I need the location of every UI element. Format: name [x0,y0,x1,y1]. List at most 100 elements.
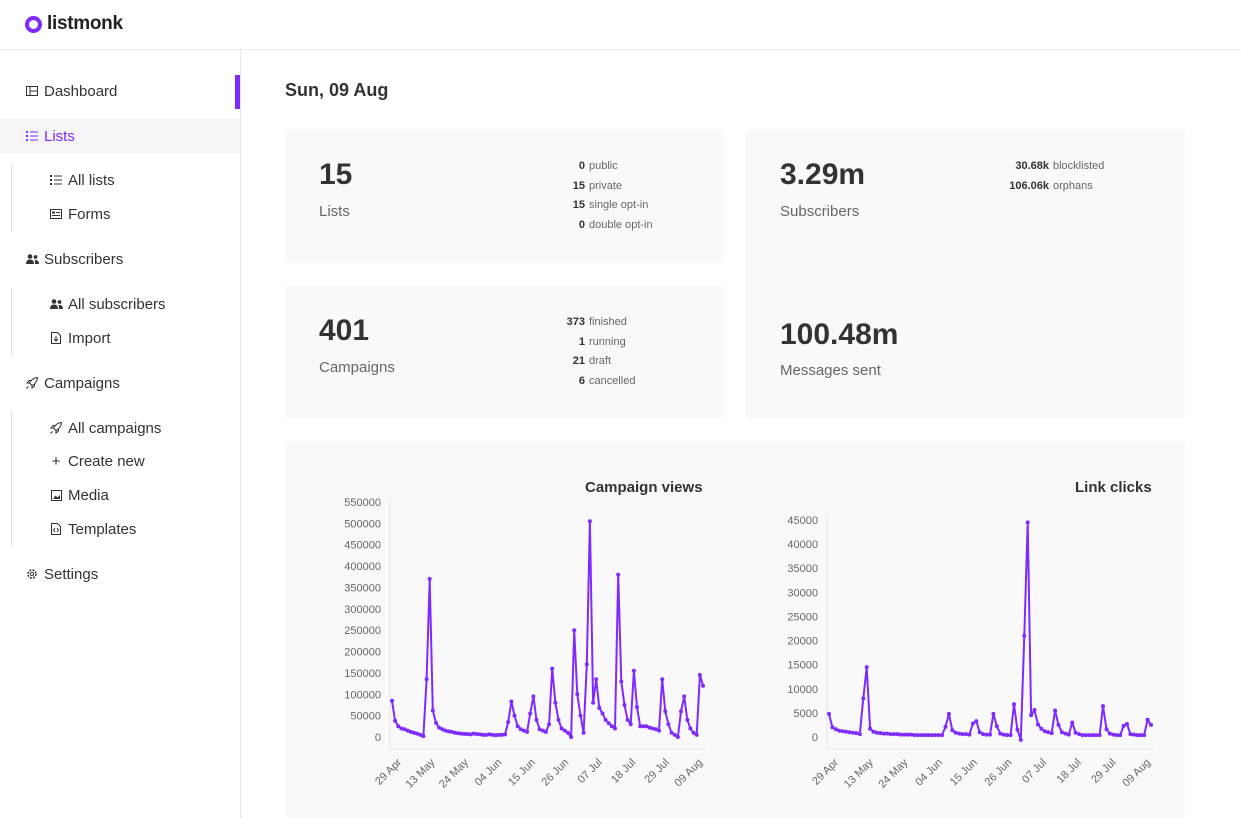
clicks-data-point[interactable] [967,732,972,737]
views-data-point[interactable] [390,698,394,703]
clicks-data-point[interactable] [1032,708,1037,712]
clicks-data-point[interactable] [909,732,914,737]
views-data-point[interactable] [415,731,420,736]
views-data-point[interactable] [591,700,596,705]
clicks-data-point[interactable] [1070,720,1075,725]
views-data-point[interactable] [443,728,448,733]
views-data-point[interactable] [421,734,426,739]
clicks-data-point[interactable] [1114,733,1119,738]
clicks-data-point[interactable] [881,731,886,736]
clicks-data-point[interactable] [1059,730,1064,735]
clicks-data-point[interactable] [964,732,968,737]
views-data-point[interactable] [459,731,464,736]
clicks-data-point[interactable] [922,733,927,738]
clicks-data-point[interactable] [981,732,986,737]
clicks-data-point[interactable] [974,719,979,724]
views-data-point[interactable] [666,722,671,727]
clicks-data-point[interactable] [1025,520,1030,525]
views-data-point[interactable] [496,732,501,737]
views-data-point[interactable] [396,724,401,729]
views-data-point[interactable] [581,730,586,735]
views-data-point[interactable] [619,679,624,684]
clicks-data-point[interactable] [1005,733,1010,738]
clicks-data-point[interactable] [1094,733,1099,738]
clicks-data-point[interactable] [1073,730,1078,735]
clicks-data-point[interactable] [1104,727,1109,732]
views-data-point[interactable] [572,628,577,633]
views-data-point[interactable] [503,732,508,737]
sidebar-item-all-subscribers[interactable]: All subscribers [0,287,240,321]
clicks-data-point[interactable] [1121,723,1126,728]
views-data-point[interactable] [569,735,574,739]
clicks-data-point[interactable] [919,733,924,738]
views-data-point[interactable] [594,677,599,682]
views-data-point[interactable] [625,717,630,722]
clicks-data-point[interactable] [1128,732,1133,737]
views-data-point[interactable] [434,720,438,725]
views-data-point[interactable] [531,694,536,699]
views-data-point[interactable] [628,722,633,727]
views-data-point[interactable] [578,713,583,718]
views-data-point[interactable] [603,717,608,722]
views-data-point[interactable] [408,729,413,734]
clicks-data-point[interactable] [1083,733,1088,738]
sidebar-item-import[interactable]: Import [0,321,240,355]
clicks-data-point[interactable] [1142,733,1147,738]
subscribers-card[interactable]: 3.29m Subscribers 30.68k blocklisted 106.… [746,130,1185,418]
views-data-point[interactable] [609,724,614,729]
clicks-data-point[interactable] [895,732,900,737]
clicks-data-point[interactable] [988,732,992,737]
clicks-data-point[interactable] [840,729,845,734]
views-data-point[interactable] [650,726,655,731]
views-data-point[interactable] [437,725,442,730]
views-data-point[interactable] [691,730,696,735]
views-data-point[interactable] [694,732,699,737]
views-data-point[interactable] [556,717,561,722]
views-data-point[interactable] [509,699,514,704]
clicks-data-point[interactable] [1118,733,1123,738]
clicks-data-point[interactable] [1029,713,1034,718]
views-data-point[interactable] [600,711,605,716]
campaigns-card[interactable]: 401 Campaigns 373 finished 1 running 21 dra… [285,286,724,418]
clicks-data-point[interactable] [1066,732,1071,737]
clicks-data-point[interactable] [991,711,996,716]
views-data-point[interactable] [518,727,523,732]
sidebar-item-templates[interactable]: Templates [0,512,240,546]
clicks-data-point[interactable] [916,733,921,738]
clicks-data-point[interactable] [1053,708,1058,713]
campaign-views-chart[interactable]: 5500005000004500004000003500003000002500… [285,442,735,818]
views-data-point[interactable] [430,708,435,713]
clicks-data-point[interactable] [854,731,859,736]
sidebar-item-forms[interactable]: Forms [0,197,240,231]
clicks-data-point[interactable] [1149,722,1153,727]
views-data-point[interactable] [641,724,646,729]
views-data-point[interactable] [440,727,445,732]
clicks-data-point[interactable] [984,732,989,737]
clicks-data-point[interactable] [926,733,931,738]
sidebar-item-all-campaigns[interactable]: All campaigns [0,411,240,445]
clicks-data-point[interactable] [830,725,835,730]
clicks-data-point[interactable] [827,711,831,716]
clicks-data-point[interactable] [1015,727,1020,732]
clicks-data-point[interactable] [837,728,842,733]
clicks-data-point[interactable] [1022,633,1027,638]
views-data-point[interactable] [481,732,486,737]
clicks-data-point[interactable] [929,733,934,738]
clicks-data-point[interactable] [1018,737,1023,742]
clicks-data-point[interactable] [943,724,948,729]
clicks-data-point[interactable] [970,721,975,726]
views-data-point[interactable] [490,732,495,737]
clicks-data-point[interactable] [902,732,907,737]
sidebar-item-settings[interactable]: Settings [0,557,240,591]
clicks-data-point[interactable] [998,731,1003,736]
clicks-data-point[interactable] [912,733,917,738]
views-data-point[interactable] [688,726,693,731]
clicks-data-point[interactable] [1090,733,1095,738]
clicks-data-point[interactable] [994,724,999,729]
clicks-data-point[interactable] [1049,731,1054,736]
views-data-point[interactable] [559,726,564,731]
views-data-point[interactable] [462,732,467,736]
link-clicks-chart[interactable]: 45000 40000 35000 30000 25000 20000 15000 10000… [735,442,1185,818]
views-data-point[interactable] [653,727,658,732]
clicks-data-point[interactable] [1039,726,1044,731]
